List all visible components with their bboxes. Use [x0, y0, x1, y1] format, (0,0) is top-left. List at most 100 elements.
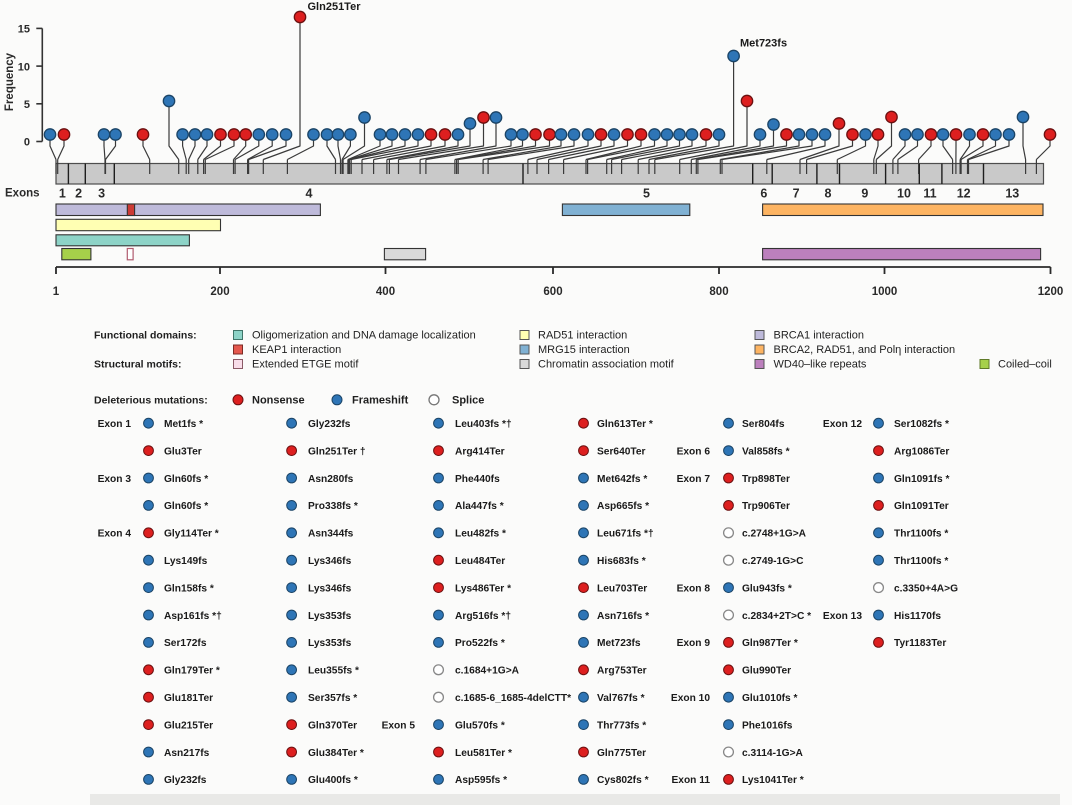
svg-text:Cys802fs *: Cys802fs * — [597, 775, 649, 786]
svg-text:Lys149fs: Lys149fs — [164, 556, 208, 567]
svg-text:KEAP1 interaction: KEAP1 interaction — [252, 344, 341, 356]
svg-text:Exon 9: Exon 9 — [677, 638, 711, 649]
svg-text:Chromatin association motif: Chromatin association motif — [538, 359, 675, 371]
svg-text:Thr1100fs *: Thr1100fs * — [894, 529, 948, 540]
svg-text:Leu355fs *: Leu355fs * — [308, 666, 359, 677]
svg-text:Coiled–coil: Coiled–coil — [998, 359, 1052, 371]
svg-text:12: 12 — [957, 187, 971, 201]
svg-text:Glu384Ter *: Glu384Ter * — [308, 748, 364, 759]
svg-text:6: 6 — [760, 187, 767, 201]
svg-text:Glu943fs *: Glu943fs * — [742, 583, 792, 594]
svg-text:WD40–like repeats: WD40–like repeats — [774, 359, 867, 371]
svg-text:Leu403fs *†: Leu403fs *† — [455, 419, 512, 430]
svg-text:Glu400fs *: Glu400fs * — [308, 775, 358, 786]
svg-text:Exon 12: Exon 12 — [823, 419, 862, 430]
svg-text:c.2749-1G>C: c.2749-1G>C — [742, 556, 804, 567]
svg-text:Exon 4: Exon 4 — [98, 529, 132, 540]
svg-text:Glu570fs *: Glu570fs * — [455, 720, 505, 731]
svg-text:Thr773fs *: Thr773fs * — [597, 720, 646, 731]
svg-text:Nonsense: Nonsense — [252, 394, 305, 406]
svg-text:His683fs *: His683fs * — [597, 556, 646, 567]
svg-text:Arg753Ter: Arg753Ter — [597, 666, 647, 677]
svg-text:Met642fs *: Met642fs * — [597, 474, 647, 485]
svg-text:Arg1086Ter: Arg1086Ter — [894, 446, 949, 457]
svg-text:Lys346fs: Lys346fs — [308, 556, 352, 567]
svg-text:BRCA1 interaction: BRCA1 interaction — [774, 330, 865, 342]
svg-text:0: 0 — [24, 137, 30, 149]
svg-text:Asp595fs *: Asp595fs * — [455, 775, 507, 786]
svg-text:Functional domains:: Functional domains: — [94, 330, 197, 342]
svg-text:Met723fs: Met723fs — [740, 38, 787, 50]
svg-text:600: 600 — [543, 286, 562, 298]
svg-text:Gln60fs *: Gln60fs * — [164, 474, 208, 485]
svg-text:1200: 1200 — [1038, 286, 1064, 298]
svg-text:Gly232fs: Gly232fs — [308, 419, 351, 430]
svg-text:Glu1010fs *: Glu1010fs * — [742, 693, 798, 704]
svg-text:Pro522fs *: Pro522fs * — [455, 638, 505, 649]
svg-text:Glu3Ter: Glu3Ter — [164, 446, 202, 457]
svg-text:BRCA2, RAD51, and Polη interac: BRCA2, RAD51, and Polη interaction — [774, 344, 956, 356]
svg-text:Trp906Ter: Trp906Ter — [742, 501, 790, 512]
svg-text:5: 5 — [24, 99, 30, 111]
svg-text:Ser804fs: Ser804fs — [742, 419, 785, 430]
svg-text:c.1685-6_1685-4delCTT*: c.1685-6_1685-4delCTT* — [455, 693, 571, 704]
svg-text:Gln1091Ter: Gln1091Ter — [894, 501, 949, 512]
svg-text:Exon 1: Exon 1 — [98, 419, 132, 430]
svg-text:c.2834+2T>C *: c.2834+2T>C * — [742, 611, 811, 622]
svg-text:Glu181Ter: Glu181Ter — [164, 693, 213, 704]
svg-text:c.2748+1G>A: c.2748+1G>A — [742, 529, 807, 540]
svg-text:Leu671fs *†: Leu671fs *† — [597, 529, 654, 540]
svg-text:3: 3 — [98, 187, 105, 201]
svg-text:Gln251Ter †: Gln251Ter † — [308, 446, 366, 457]
svg-text:11: 11 — [923, 187, 936, 201]
svg-text:1: 1 — [59, 187, 66, 201]
svg-text:Gly232fs: Gly232fs — [164, 775, 207, 786]
svg-text:Glu215Ter: Glu215Ter — [164, 720, 213, 731]
svg-text:MRG15 interaction: MRG15 interaction — [538, 344, 630, 356]
svg-text:Pro338fs *: Pro338fs * — [308, 501, 358, 512]
svg-text:c.3114-1G>A: c.3114-1G>A — [742, 748, 804, 759]
svg-text:His1170fs: His1170fs — [894, 611, 941, 622]
svg-text:Leu482fs *: Leu482fs * — [455, 529, 506, 540]
svg-text:Gln775Ter: Gln775Ter — [597, 748, 646, 759]
svg-text:15: 15 — [18, 24, 30, 36]
svg-text:Arg414Ter: Arg414Ter — [455, 446, 505, 457]
svg-text:Gln251Ter: Gln251Ter — [308, 1, 362, 13]
svg-text:Frameshift: Frameshift — [352, 394, 409, 406]
svg-text:Thr1100fs *: Thr1100fs * — [894, 556, 948, 567]
svg-text:Exon 5: Exon 5 — [382, 720, 416, 731]
svg-text:Oligomerization and DNA damage: Oligomerization and DNA damage localizat… — [252, 330, 476, 342]
svg-text:Asn344fs: Asn344fs — [308, 529, 354, 540]
svg-text:10: 10 — [18, 61, 30, 73]
svg-text:Gln613Ter *: Gln613Ter * — [597, 419, 653, 430]
svg-text:Ser1082fs *: Ser1082fs * — [894, 419, 949, 430]
svg-text:Lys346fs: Lys346fs — [308, 583, 352, 594]
svg-text:Ser640Ter: Ser640Ter — [597, 446, 646, 457]
svg-text:9: 9 — [861, 187, 868, 201]
svg-text:Val767fs *: Val767fs * — [597, 693, 645, 704]
svg-text:Leu581Ter *: Leu581Ter * — [455, 748, 512, 759]
svg-text:400: 400 — [376, 286, 395, 298]
svg-text:Lys353fs: Lys353fs — [308, 611, 352, 622]
svg-text:c.3350+4A>G: c.3350+4A>G — [894, 583, 958, 594]
svg-text:10: 10 — [897, 187, 911, 201]
svg-text:Gln1091fs *: Gln1091fs * — [894, 474, 950, 485]
svg-text:1: 1 — [53, 286, 60, 298]
svg-text:Asp161fs *†: Asp161fs *† — [164, 611, 222, 622]
svg-text:Lys353fs: Lys353fs — [308, 638, 352, 649]
svg-text:Gln987Ter *: Gln987Ter * — [742, 638, 798, 649]
svg-text:c.1684+1G>A: c.1684+1G>A — [455, 666, 520, 677]
svg-text:Met1fs *: Met1fs * — [164, 419, 203, 430]
svg-text:Gln60fs *: Gln60fs * — [164, 501, 208, 512]
svg-text:Phe440fs: Phe440fs — [455, 474, 500, 485]
svg-text:1000: 1000 — [872, 286, 898, 298]
svg-text:Deleterious mutations:: Deleterious mutations: — [94, 394, 208, 406]
svg-text:RAD51 interaction: RAD51 interaction — [538, 330, 627, 342]
svg-text:Lys1041Ter *: Lys1041Ter * — [742, 775, 804, 786]
svg-text:Splice: Splice — [452, 394, 484, 406]
svg-text:Exon 8: Exon 8 — [677, 583, 711, 594]
svg-text:Exon 13: Exon 13 — [823, 611, 862, 622]
svg-text:7: 7 — [793, 187, 800, 201]
svg-text:Exon 3: Exon 3 — [98, 474, 132, 485]
svg-text:Asn716fs *: Asn716fs * — [597, 611, 649, 622]
